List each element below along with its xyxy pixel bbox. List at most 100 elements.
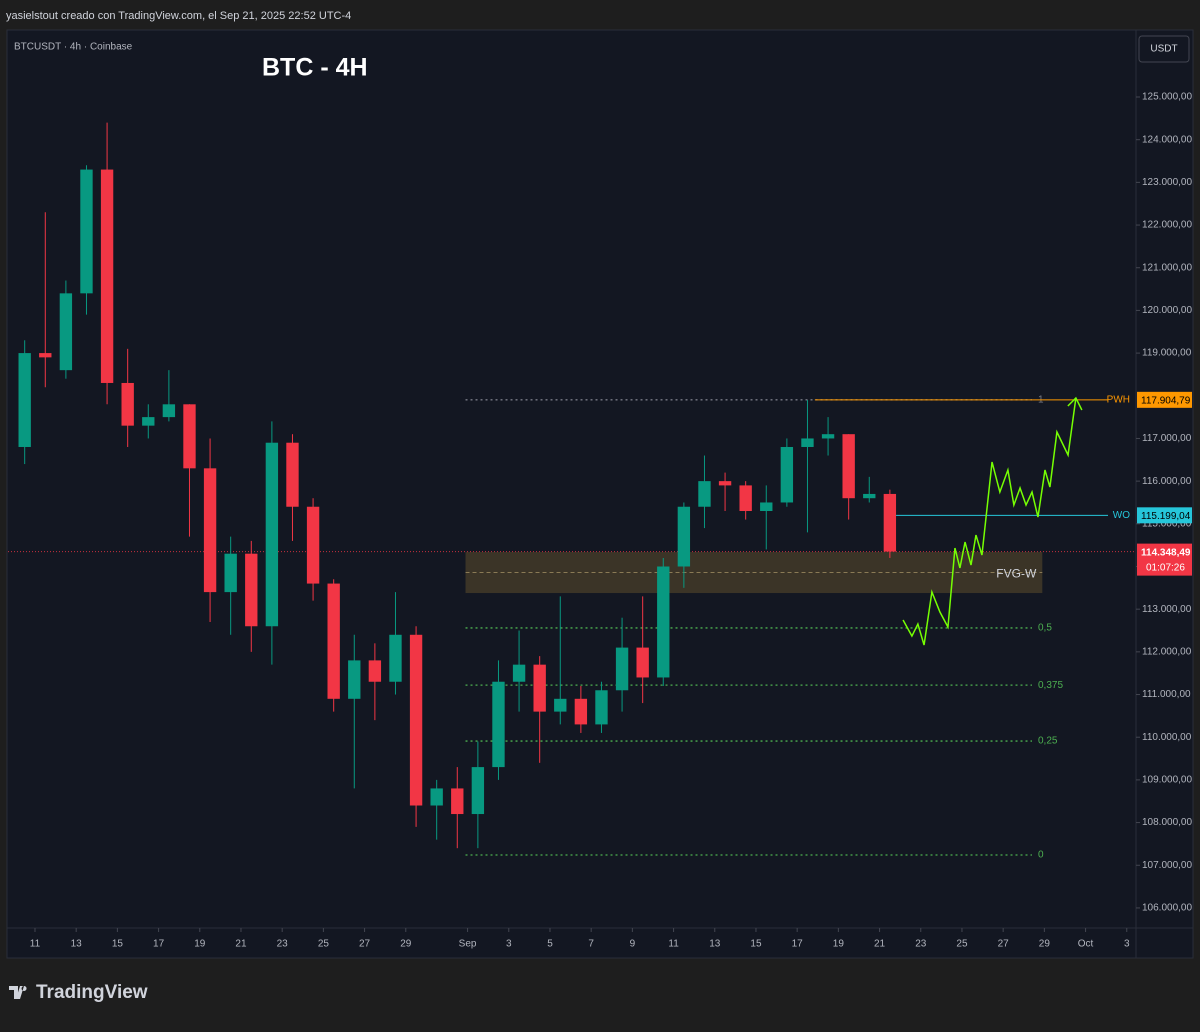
candle-body: [657, 566, 670, 678]
chart-title: BTC - 4H: [262, 54, 368, 82]
y-tick-label: 122.000,00: [1142, 220, 1192, 231]
candle-body: [100, 169, 114, 383]
candle-body: [430, 788, 443, 806]
candle-body: [698, 481, 711, 507]
candle-body: [780, 446, 794, 503]
y-tick-label: 113.000,00: [1142, 604, 1192, 615]
x-tick-label: 17: [792, 939, 804, 950]
x-tick-label: 19: [194, 939, 206, 950]
y-tick-label: 124.000,00: [1142, 134, 1192, 145]
y-tick-label: 116.000,00: [1142, 476, 1192, 487]
y-tick-label: 109.000,00: [1142, 775, 1192, 786]
candle-body: [121, 382, 134, 426]
x-tick-label: Sep: [459, 939, 477, 950]
y-tick-label: 120.000,00: [1142, 305, 1192, 316]
candle-body: [142, 417, 155, 426]
candle-body: [306, 506, 320, 584]
y-tick-label: 115.000,00: [1142, 518, 1192, 529]
candle-body: [224, 553, 237, 593]
candle-body: [739, 485, 752, 512]
y-tick-label: 110.000,00: [1142, 732, 1192, 743]
candle-body: [80, 169, 93, 294]
candle-body: [636, 647, 649, 678]
symbol: BTCUSDT · 4h · Coinbase: [14, 42, 133, 53]
x-tick-label: 3: [1124, 939, 1130, 950]
candle-body: [327, 583, 340, 699]
y-tick-label: 107.000,00: [1142, 860, 1192, 871]
fib-label: 0,375: [1038, 680, 1063, 691]
candle-body: [368, 660, 382, 682]
price-tag-label: 117.904,79: [1141, 395, 1191, 406]
x-tick-label: 11: [30, 939, 41, 950]
candle-body: [718, 481, 732, 486]
candle-body: [760, 502, 773, 512]
y-tick-label: 106.000,00: [1142, 903, 1192, 914]
x-tick-label: 7: [588, 939, 594, 950]
candle-body: [574, 698, 588, 725]
x-tick-label: 23: [915, 939, 927, 950]
candle-body: [821, 434, 835, 439]
x-tick-label: 15: [112, 939, 124, 950]
price-tag: [1137, 391, 1192, 408]
header: yasielstout creado con TradingView.com, …: [6, 10, 351, 22]
candle-body: [18, 353, 31, 447]
x-tick-label: 5: [547, 939, 553, 950]
x-tick-label: 15: [750, 939, 762, 950]
candle-body: [471, 767, 485, 815]
candle-body: [801, 438, 814, 447]
x-tick-label: 23: [277, 939, 289, 950]
chart-panel: [6, 29, 1194, 959]
x-tick-label: 21: [235, 939, 247, 950]
x-tick-label: 3: [506, 939, 512, 950]
last-price-tag: [1137, 543, 1192, 576]
projection-arrowhead: [1067, 396, 1083, 411]
candle-body: [409, 634, 423, 806]
x-tick-label: Oct: [1078, 939, 1094, 950]
candle-body: [615, 647, 629, 691]
x-tick-label: 13: [71, 939, 83, 950]
y-tick-label: 117.000,00: [1142, 433, 1192, 444]
x-tick-label: 13: [709, 939, 721, 950]
fib-label: 0,5: [1038, 623, 1052, 634]
footer: TradingView: [36, 982, 148, 1003]
fvg-label: FVG-W: [996, 567, 1037, 581]
candle-body: [183, 404, 196, 469]
candle-body: [554, 698, 567, 712]
x-tick-label: 19: [833, 939, 845, 950]
projection-path: [902, 397, 1077, 646]
candle-body: [245, 553, 258, 627]
level-label: PWH: [1107, 394, 1130, 405]
y-tick-label: 108.000,00: [1142, 817, 1192, 828]
candle-body: [863, 493, 876, 499]
fib-label: 0,25: [1038, 736, 1058, 747]
y-tick-label: 121.000,00: [1142, 262, 1192, 273]
candle-body: [39, 353, 52, 358]
x-tick-label: 9: [630, 939, 636, 950]
candle-body: [451, 788, 464, 815]
y-tick-label: 111.000,00: [1142, 689, 1191, 700]
candle-body: [348, 660, 361, 699]
logo: TradingView: [9, 982, 148, 1003]
last-price-label: 114.348,49: [1141, 547, 1191, 558]
fib-label: 0: [1038, 850, 1044, 861]
candle-body: [203, 468, 217, 593]
x-tick-label: 29: [1039, 939, 1051, 950]
y-tick-label: 123.000,00: [1142, 177, 1192, 188]
candle-body: [677, 506, 691, 567]
candle-body: [286, 442, 299, 507]
candle-body: [883, 493, 897, 552]
candle-body: [59, 293, 73, 371]
currency-box[interactable]: [1138, 35, 1190, 63]
x-tick-label: 27: [359, 939, 371, 950]
price-tag: [1137, 507, 1192, 524]
candle-body: [533, 664, 546, 712]
x-tick-label: 17: [153, 939, 165, 950]
x-tick-label: 29: [400, 939, 412, 950]
candle-body: [265, 442, 279, 627]
level-label: WO: [1113, 510, 1130, 521]
candle-body: [389, 634, 402, 682]
candle-body: [842, 434, 855, 499]
